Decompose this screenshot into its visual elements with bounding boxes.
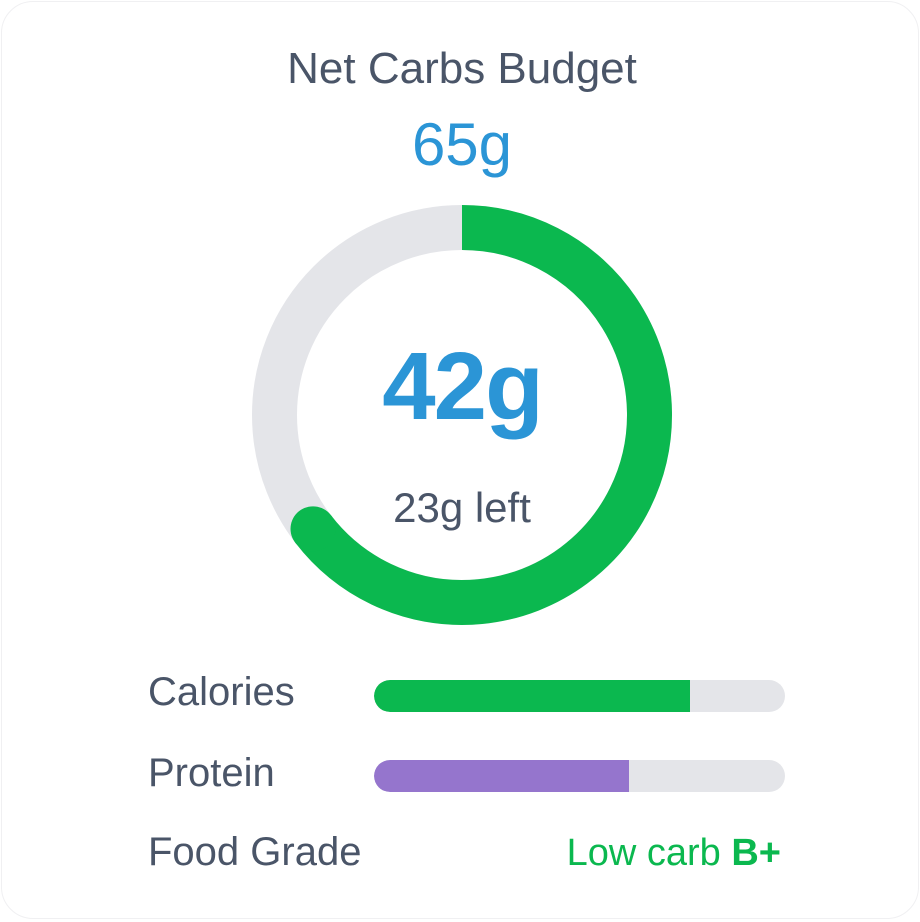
grade-letter: B+ (731, 832, 781, 874)
grade-text: Low carb (566, 832, 721, 874)
ring-progress-arc (295, 205, 672, 625)
calories-bar-fill (374, 680, 691, 712)
protein-label: Protein (148, 751, 275, 795)
remaining-value: 23g left (393, 484, 531, 531)
card-title: Net Carbs Budget (287, 44, 637, 93)
budget-value: 65g (411, 111, 513, 178)
food-grade-value: Low carb B+ (567, 832, 781, 875)
consumed-value: 42g (382, 333, 543, 440)
food-grade-label: Food Grade (148, 830, 362, 874)
calories-label: Calories (148, 670, 295, 714)
protein-bar (374, 760, 785, 792)
protein-bar-fill (374, 760, 629, 792)
calories-bar (374, 680, 785, 712)
ring-progress-cap (290, 506, 336, 552)
